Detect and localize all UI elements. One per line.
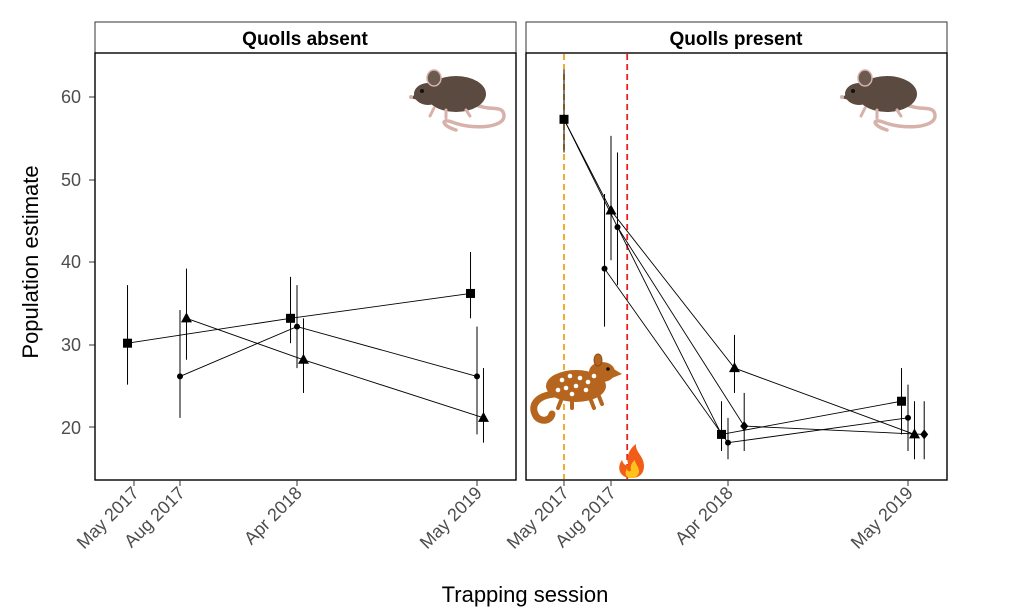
data-point-square xyxy=(717,429,727,439)
data-point-triangle xyxy=(297,353,309,364)
data-point-circle xyxy=(905,414,911,421)
y-tick-label: 20 xyxy=(61,418,81,438)
panel-frame xyxy=(525,52,948,481)
data-point-triangle xyxy=(477,411,489,422)
strip xyxy=(94,21,517,54)
data-point-triangle xyxy=(908,428,920,439)
data-point-circle xyxy=(294,323,300,330)
series-line xyxy=(563,119,915,435)
data-point-diamond xyxy=(740,421,749,432)
data-marks xyxy=(559,54,929,479)
fire-icon xyxy=(619,444,644,478)
y-tick-label: 60 xyxy=(61,87,81,107)
data-point-circle xyxy=(474,373,480,380)
series-line xyxy=(127,292,471,344)
panel-quolls-absent: Quolls absent May 2017 Aug 2017 Apr 2018… xyxy=(73,21,517,553)
data-point-square xyxy=(559,114,569,124)
data-point-circle xyxy=(614,224,621,231)
y-tick-labels: 20 30 40 50 60 xyxy=(61,87,81,438)
y-axis-title: Population estimate xyxy=(18,165,43,358)
data-point-circle xyxy=(177,373,183,380)
rat-icon xyxy=(409,69,506,132)
series-line xyxy=(186,317,484,419)
data-point-square xyxy=(897,396,907,406)
x-tick-label: Apr 2018 xyxy=(671,483,737,549)
x-tick-labels: May 2017 Aug 2017 Apr 2018 May 2019 xyxy=(73,483,486,553)
quoll-icon xyxy=(530,353,622,424)
series-line xyxy=(604,268,909,444)
y-tick-label: 50 xyxy=(61,170,81,190)
x-ticks xyxy=(563,480,909,486)
data-point-circle xyxy=(601,265,608,272)
data-marks xyxy=(123,251,489,443)
data-point-triangle xyxy=(605,204,617,215)
strip-label: Quolls absent xyxy=(242,29,368,50)
x-tick-label: Apr 2018 xyxy=(240,483,306,549)
y-tick-label: 30 xyxy=(61,335,81,355)
data-point-triangle xyxy=(180,312,192,323)
series-line xyxy=(179,326,478,377)
series-line xyxy=(563,119,902,435)
y-ticks xyxy=(89,96,95,428)
x-tick-labels: May 2017 Aug 2017 Apr 2018 May 2019 xyxy=(503,483,917,553)
data-point-square xyxy=(466,288,476,298)
y-tick-label: 40 xyxy=(61,252,81,272)
data-point-diamond xyxy=(920,429,929,440)
x-axis-title: Trapping session xyxy=(442,582,609,607)
data-point-square xyxy=(286,313,296,323)
data-point-triangle xyxy=(728,362,740,373)
panel-quolls-present: Quolls present May 2017 Aug 2017 Apr 201… xyxy=(503,21,948,553)
data-point-square xyxy=(123,338,133,348)
series-line xyxy=(617,226,925,435)
panel-frame xyxy=(94,52,517,481)
x-ticks xyxy=(133,480,478,486)
rat-icon xyxy=(840,69,937,132)
data-point-circle xyxy=(725,439,731,446)
strip xyxy=(525,21,948,54)
x-tick-label: May 2019 xyxy=(847,483,917,553)
x-tick-label: May 2019 xyxy=(416,483,486,553)
strip-label: Quolls present xyxy=(669,29,803,50)
